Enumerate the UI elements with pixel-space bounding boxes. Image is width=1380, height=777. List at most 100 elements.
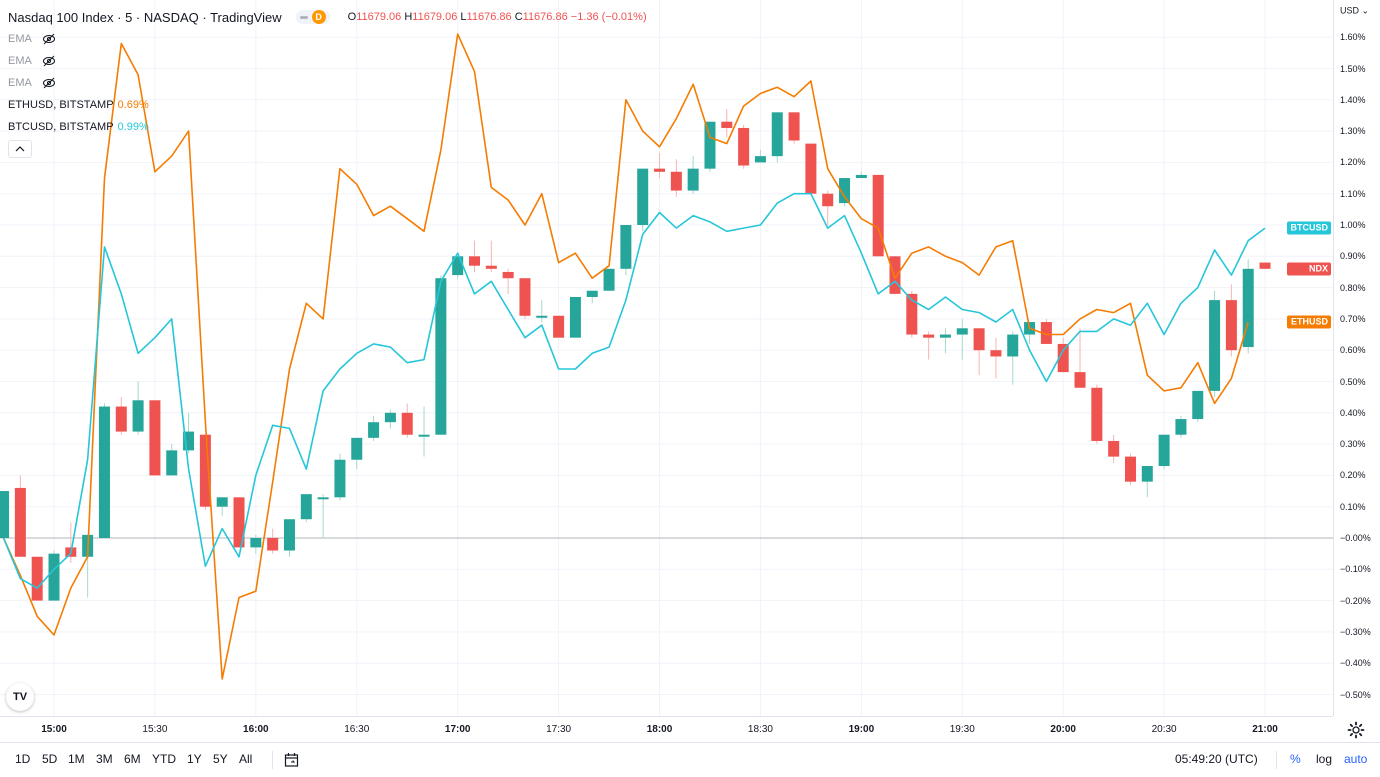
range-button-1m[interactable]: 1M [68, 752, 85, 766]
candle-body-down [805, 143, 817, 194]
price-tick-label: −0.00% [1340, 533, 1371, 543]
candle-body-down [1225, 300, 1237, 351]
time-tick-label: 21:00 [1252, 724, 1278, 735]
gear-icon[interactable] [1347, 721, 1365, 739]
percent-toggle[interactable]: % [1290, 752, 1301, 766]
time-axis[interactable]: 15:00 15:30 16:00 16:30 17:00 17:30 18:00 18:30… [0, 716, 1333, 743]
legend-collapse-row [8, 138, 647, 160]
candle-body-up [839, 178, 851, 204]
candle-body-up [132, 400, 144, 432]
price-tick-label: 1.10% [1340, 188, 1366, 199]
interval-pill[interactable]: D [295, 10, 330, 24]
candle-body-down [973, 328, 985, 351]
range-button-1y[interactable]: 1Y [187, 752, 202, 766]
compare-value: 0.99% [117, 121, 149, 133]
range-button-all[interactable]: All [239, 752, 253, 766]
candle-body-up [0, 491, 10, 538]
eye-off-icon[interactable] [42, 54, 56, 68]
price-tick-label: 0.90% [1340, 251, 1366, 262]
candle-body-down [1124, 456, 1136, 482]
eye-off-icon[interactable] [42, 76, 56, 90]
time-tick-label: 17:30 [546, 724, 572, 735]
candle-body-up [368, 422, 380, 438]
change-value: −1.36 (−0.01%) [570, 11, 647, 23]
close-value: 11676.86 [522, 11, 568, 23]
candle-body-up [620, 225, 632, 269]
range-button-3m[interactable]: 3M [96, 752, 113, 766]
toolbar-divider [272, 751, 273, 769]
price-tick-label: 0.50% [1340, 376, 1366, 387]
indicator-name: EMA [8, 55, 32, 67]
candle-body-down [654, 168, 666, 172]
candle-body-down [872, 174, 884, 257]
price-scale[interactable]: USD ⌄ 1.60% 1.50% 1.40% 1.30% 1.20% 1.10% 1.00… [1287, 0, 1380, 716]
time-tick-label: 16:00 [243, 724, 269, 735]
currency-text: USD [1340, 5, 1360, 16]
candle-body-up [317, 497, 329, 500]
candle-body-up [1007, 334, 1019, 357]
low-label: L [460, 11, 467, 23]
price-tick-label: 1.00% [1340, 220, 1366, 230]
bottom-toolbar: 1D 5D 1M 3M 6M YTD 1Y 5Y All 05:49:20 (U… [0, 742, 1380, 777]
open-value: 11679.06 [356, 11, 402, 23]
indicator-row[interactable]: EMA [8, 28, 647, 50]
range-button-5d[interactable]: 5D [42, 752, 58, 766]
candle-body-down [149, 400, 161, 476]
candle-body-up [216, 497, 228, 507]
compare-lines [2, 33, 1266, 680]
candle-body-up [704, 121, 716, 169]
chart-canvas[interactable] [0, 0, 1333, 716]
ndx-candles [0, 109, 1271, 601]
candle-body-up [855, 174, 867, 179]
compare-row-ethusd[interactable]: ETHUSD, BITSTAMP 0.69% [8, 94, 647, 116]
price-tick-label: 0.80% [1340, 282, 1366, 293]
time-tick-label: 20:00 [1050, 724, 1076, 735]
compare-value: 0.69% [117, 99, 149, 111]
candle-body-down [1057, 343, 1069, 373]
price-tick-label: 0.70% [1340, 313, 1366, 324]
time-tick-label: 19:30 [949, 724, 975, 735]
indicator-name: EMA [8, 33, 32, 45]
candle-body-up [1242, 268, 1254, 348]
log-toggle[interactable]: log [1316, 752, 1333, 766]
candle-body-up [1175, 419, 1187, 435]
candle-body-up [283, 519, 295, 551]
price-tick-label: 0.20% [1340, 470, 1366, 481]
symbol-title[interactable]: Nasdaq 100 Index · 5 · NASDAQ · TradingV… [8, 9, 282, 25]
low-value: 11676.86 [466, 11, 512, 23]
compare-row-btcusd[interactable]: BTCUSD, BITSTAMP 0.99% [8, 116, 647, 138]
candle-body-up [1209, 300, 1221, 391]
range-button-6m[interactable]: 6M [124, 752, 141, 766]
eye-off-icon[interactable] [42, 32, 56, 46]
candle-body-down [822, 193, 834, 207]
indicator-row[interactable]: EMA [8, 50, 647, 72]
range-button-5y[interactable]: 5Y [213, 752, 228, 766]
price-tick-label: 1.50% [1340, 63, 1366, 74]
candle-body-up [183, 431, 195, 451]
legend-collapse-button[interactable] [8, 140, 32, 158]
range-button-ytd[interactable]: YTD [152, 752, 176, 766]
interval-badge: D [311, 10, 326, 24]
candle-body-up [1192, 390, 1204, 420]
candle-body-down [788, 112, 800, 141]
market-status-icon [299, 15, 308, 19]
indicator-row[interactable]: EMA [8, 72, 647, 94]
auto-toggle[interactable]: auto [1344, 752, 1368, 766]
candle-body-up [48, 553, 60, 601]
candle-body-down [485, 265, 497, 269]
calendar-goto-icon[interactable] [284, 752, 300, 768]
time-tick-label: 18:30 [747, 724, 773, 735]
candle-body-up [351, 437, 363, 460]
candle-body-up [637, 168, 649, 225]
close-label: C [514, 11, 523, 23]
clock-display[interactable]: 05:49:20 (UTC) [1175, 752, 1258, 766]
chart-area[interactable]: Nasdaq 100 Index · 5 · NASDAQ · TradingV… [0, 0, 1333, 716]
candle-body-down [670, 171, 682, 191]
candle-body-up [771, 112, 783, 157]
candle-body-down [115, 406, 127, 432]
tradingview-logo[interactable]: TV [6, 683, 34, 711]
candle-body-down [1259, 262, 1271, 269]
range-button-1d[interactable]: 1D [15, 752, 31, 766]
currency-label[interactable]: USD ⌄ [1340, 6, 1369, 17]
candle-body-up [687, 168, 699, 191]
